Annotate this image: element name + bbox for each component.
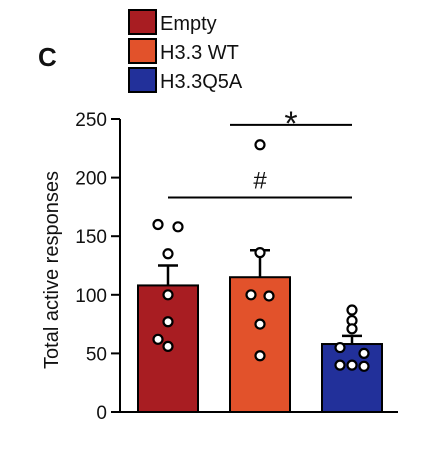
- bar-2: [321, 343, 383, 413]
- sig-label-0: #: [253, 168, 267, 195]
- y-tick-label-0: 0: [96, 403, 107, 424]
- legend-swatch-2: [128, 67, 157, 93]
- y-tick-label-200: 200: [75, 169, 107, 190]
- bar-1: [229, 276, 291, 413]
- y-axis: 0 50 100 150 200 250: [75, 110, 121, 424]
- data-point-2-0: [346, 304, 358, 316]
- data-point-0-6: [162, 340, 174, 352]
- data-point-2-2: [346, 323, 358, 335]
- y-tick-label-150: 150: [75, 227, 107, 248]
- legend-swatch-0: [128, 9, 157, 35]
- data-point-1-0: [254, 139, 266, 151]
- data-point-1-2: [245, 289, 257, 301]
- data-point-0-0: [152, 218, 164, 231]
- y-tick-label-250: 250: [75, 110, 107, 131]
- legend-label-0: Empty: [160, 13, 217, 35]
- data-point-0-1: [172, 221, 184, 233]
- data-point-1-4: [254, 318, 266, 330]
- data-point-2-3: [334, 341, 346, 354]
- legend: Empty H3.3 WT H3.3Q5A: [128, 9, 243, 93]
- y-tick-label-100: 100: [75, 286, 107, 307]
- error-bars: [158, 249, 362, 345]
- data-point-2-7: [358, 360, 370, 372]
- bars: [137, 276, 383, 414]
- data-point-2-5: [334, 359, 346, 371]
- y-axis-title: Total active responses: [41, 171, 63, 369]
- data-point-1-3: [263, 290, 275, 302]
- data-point-0-5: [152, 333, 164, 345]
- data-point-0-3: [162, 289, 174, 301]
- legend-swatch-1: [128, 38, 157, 64]
- data-point-2-4: [358, 347, 370, 359]
- y-tick-label-50: 50: [86, 344, 107, 365]
- data-point-1-5: [254, 350, 266, 362]
- data-point-0-2: [162, 248, 174, 260]
- significance-annotations: #*: [168, 105, 352, 199]
- data-point-0-4: [162, 316, 174, 328]
- panel-label: C: [38, 42, 57, 72]
- data-point-1-1: [254, 247, 266, 259]
- sig-label-1: *: [284, 105, 297, 143]
- data-points: [152, 139, 370, 372]
- legend-label-2: H3.3Q5A: [160, 71, 243, 93]
- legend-label-1: H3.3 WT: [160, 42, 239, 64]
- data-point-2-6: [346, 359, 358, 371]
